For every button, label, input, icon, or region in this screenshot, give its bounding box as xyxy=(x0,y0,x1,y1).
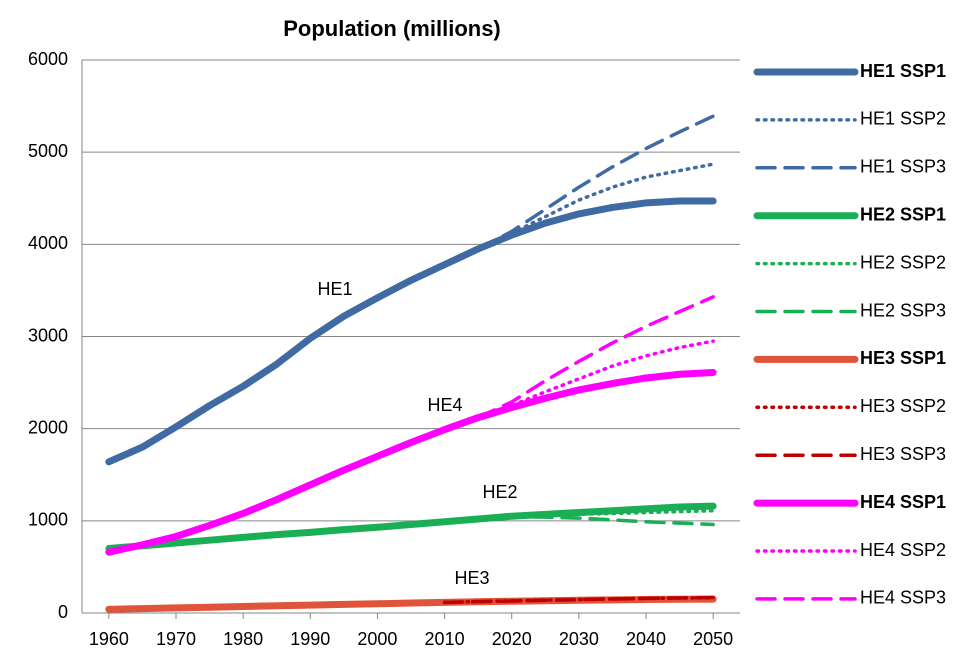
series-line xyxy=(442,595,715,605)
legend-label: HE4 SSP1 xyxy=(860,492,946,512)
x-tick-label: 2020 xyxy=(492,629,532,649)
x-tick-label: 1970 xyxy=(156,629,196,649)
legend-label: HE4 SSP3 xyxy=(860,588,946,608)
legend-label: HE3 SSP1 xyxy=(860,348,946,368)
series-line xyxy=(476,514,715,527)
x-tick-label: 1990 xyxy=(290,629,330,649)
y-tick-label: 4000 xyxy=(28,233,68,253)
x-tick-label: 2000 xyxy=(357,629,397,649)
legend-label: HE1 SSP3 xyxy=(860,157,946,177)
series-line xyxy=(476,295,715,420)
series-line xyxy=(476,162,715,251)
y-tick-label: 1000 xyxy=(28,510,68,530)
annotation: HE3 xyxy=(454,568,489,588)
x-tick-label: 2040 xyxy=(626,629,666,649)
x-tick-label: 2030 xyxy=(559,629,599,649)
series-line xyxy=(105,502,717,552)
legend-label: HE2 SSP1 xyxy=(860,204,946,224)
annotation: HE4 xyxy=(427,395,462,415)
y-tick-label: 6000 xyxy=(28,49,68,69)
y-tick-label: 0 xyxy=(58,602,68,622)
y-tick-label: 5000 xyxy=(28,141,68,161)
legend-label: HE4 SSP2 xyxy=(860,540,946,560)
x-tick-label: 2010 xyxy=(425,629,465,649)
legend-label: HE3 SSP2 xyxy=(860,396,946,416)
series-line xyxy=(476,114,715,251)
legend-label: HE1 SSP2 xyxy=(860,109,946,129)
chart-title: Population (millions) xyxy=(283,16,501,41)
annotation: HE2 xyxy=(482,482,517,502)
legend-label: HE1 SSP1 xyxy=(860,61,946,81)
legend-label: HE2 SSP2 xyxy=(860,252,946,272)
x-tick-label: 2050 xyxy=(693,629,733,649)
x-tick-label: 1980 xyxy=(223,629,263,649)
y-tick-label: 3000 xyxy=(28,325,68,345)
legend-label: HE2 SSP3 xyxy=(860,300,946,320)
series-line xyxy=(105,368,717,556)
y-tick-label: 2000 xyxy=(28,417,68,437)
series-line xyxy=(105,595,717,613)
series-line xyxy=(105,197,717,466)
legend-label: HE3 SSP3 xyxy=(860,444,946,464)
annotation: HE1 xyxy=(317,279,352,299)
series-line xyxy=(476,339,715,420)
x-tick-label: 1960 xyxy=(89,629,129,649)
